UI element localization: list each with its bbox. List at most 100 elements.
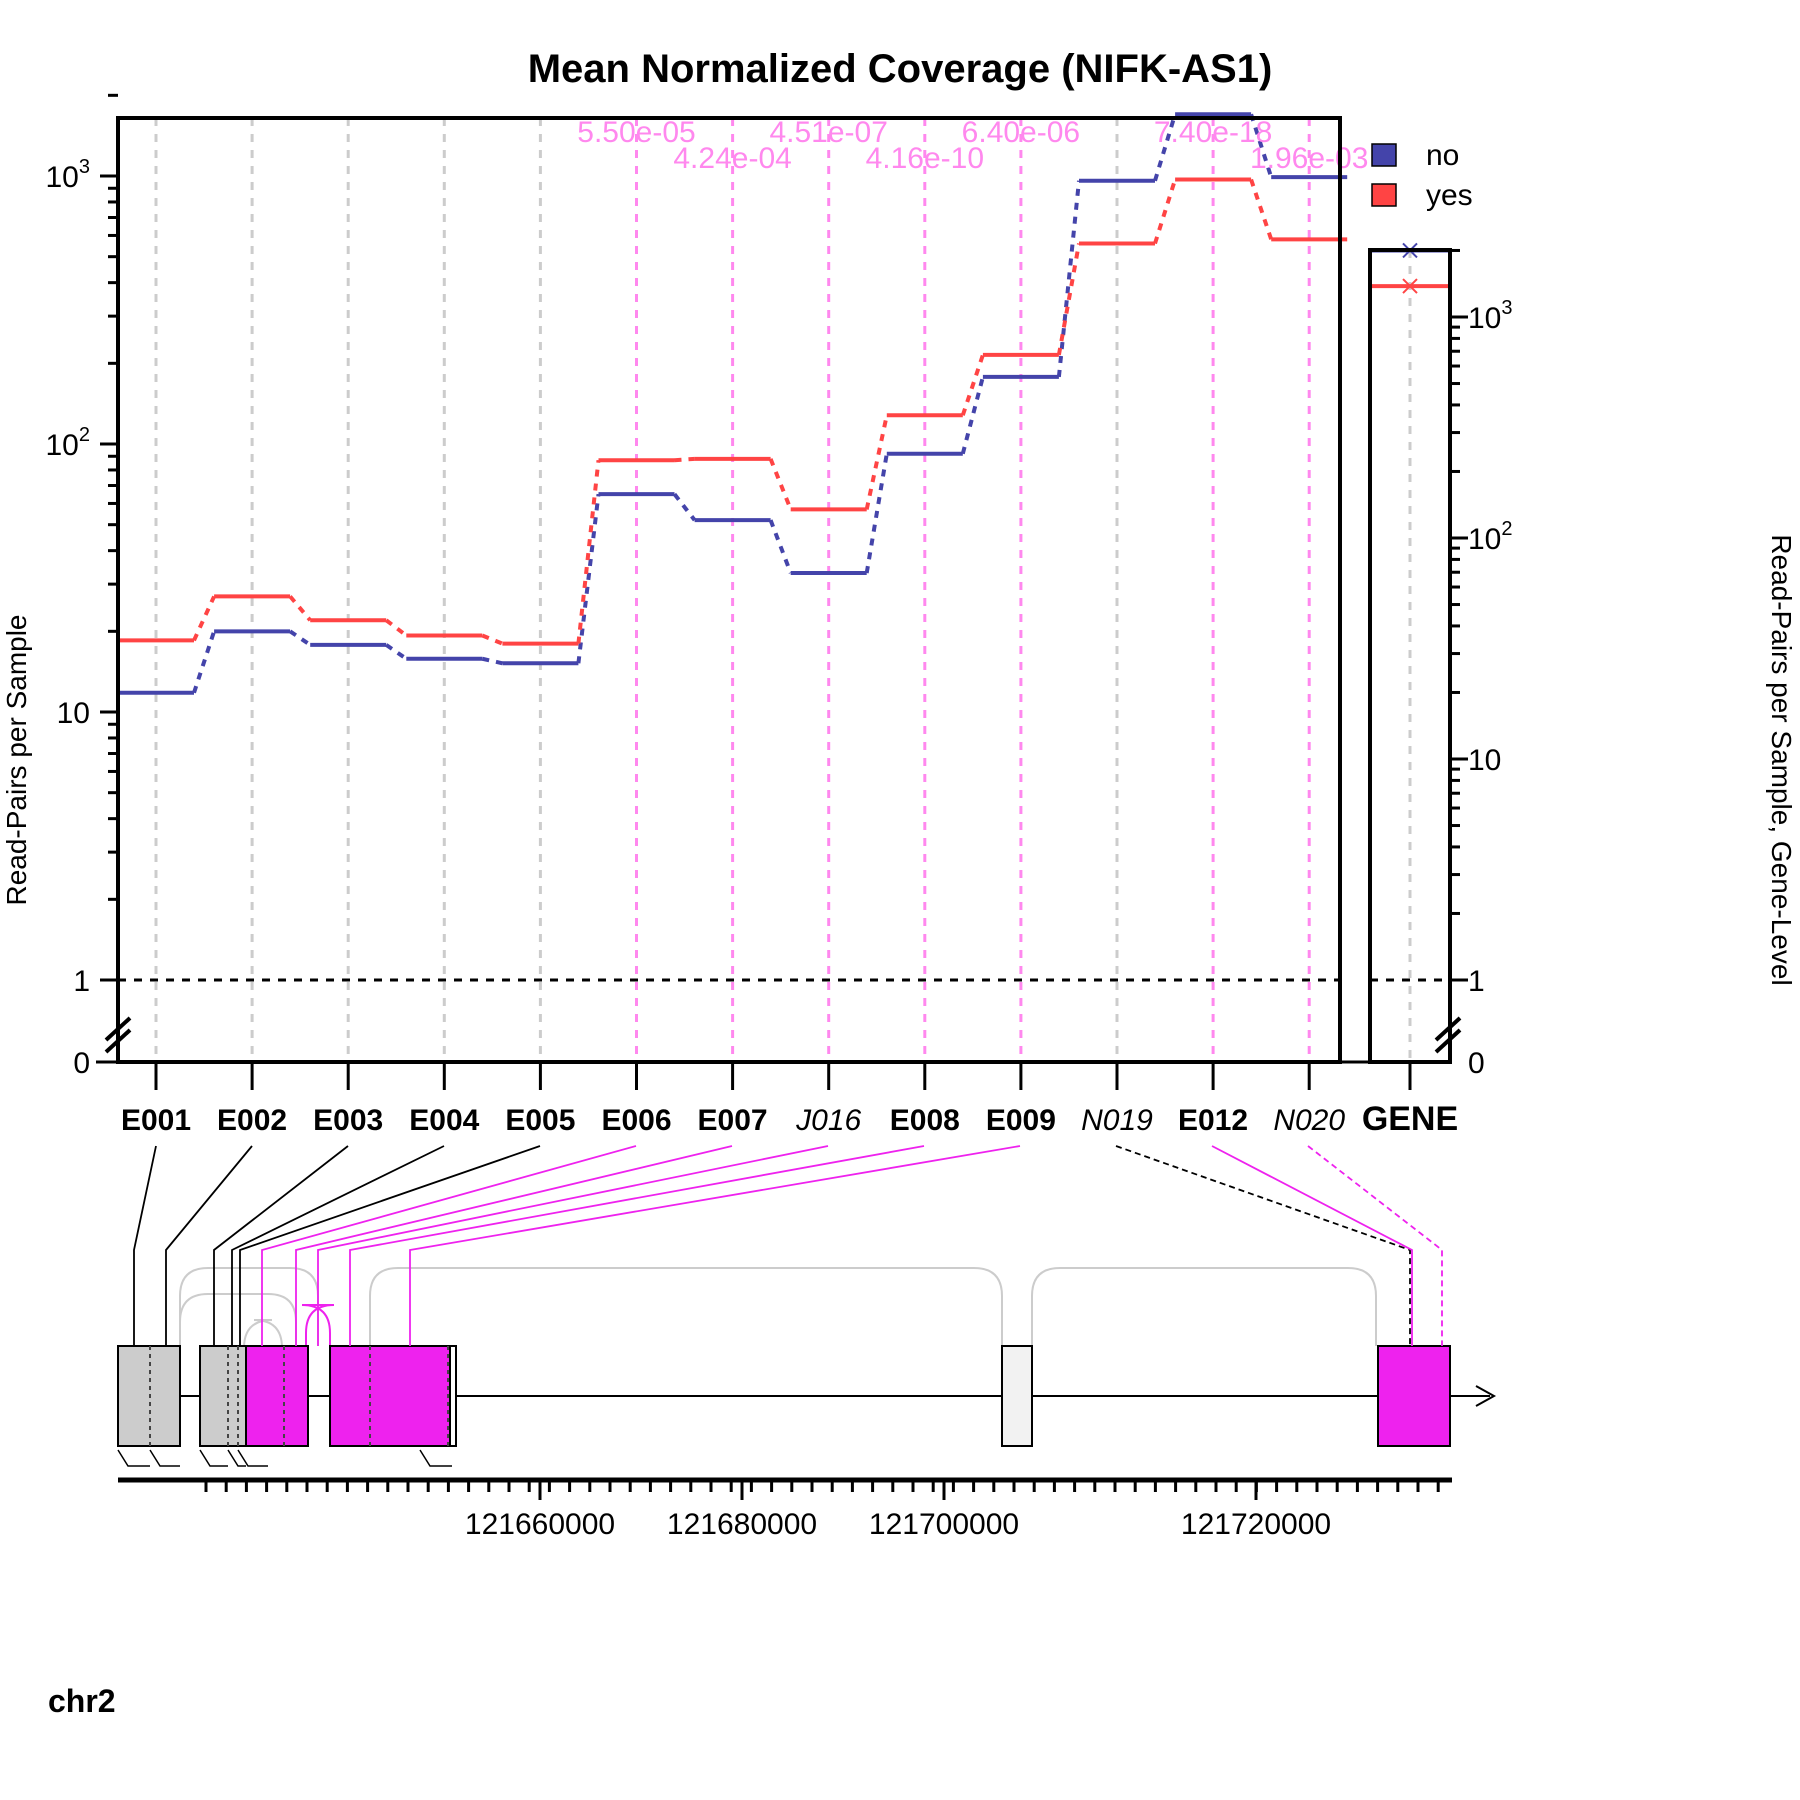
gene-y-tick-label-100: 102 (1468, 518, 1513, 556)
feature-connector-N019 (1115, 1145, 1411, 1346)
feature-connector-E008 (349, 1145, 925, 1346)
y-tick-label-10: 10 (57, 697, 90, 730)
connector-yes-E005 (576, 459, 601, 644)
exon-bracket (117, 1449, 150, 1467)
feature-label-E005: E005 (505, 1104, 575, 1137)
legend-swatch-no (1371, 143, 1397, 167)
connector-no-E009 (1056, 180, 1081, 378)
chrom-tick-label-121660000: 121660000 (465, 1508, 615, 1541)
connector-yes-E002 (288, 595, 312, 622)
pvalue-N020: 1.96e-03 (1250, 142, 1368, 175)
exon-bracket (227, 1449, 246, 1467)
feature-connector-E005 (239, 1145, 541, 1346)
connector-yes-E009 (1056, 243, 1081, 356)
feature-label-E008: E008 (890, 1104, 960, 1137)
y-axis-label-right: Read-Pairs per Sample, Gene-Level (1766, 534, 1797, 985)
gene-y-tick-label-10: 10 (1468, 744, 1501, 777)
axis-break-mark (104, 1028, 132, 1054)
feature-label-E003: E003 (313, 1104, 383, 1137)
feature-label-N020: N020 (1273, 1104, 1345, 1137)
connector-no-E005 (576, 493, 601, 664)
strand-arrow (1475, 1385, 1497, 1407)
connector-yes-J016 (864, 414, 889, 510)
connector-yes-E001 (192, 595, 216, 642)
connector-no-E007 (768, 519, 793, 574)
connector-no-E012 (1249, 113, 1274, 178)
main-plot-frame (116, 116, 1342, 1064)
gene-y-tick-label-1: 1 (1468, 965, 1485, 998)
connector-no-N019 (1153, 113, 1178, 182)
feature-connector-E004 (231, 1145, 445, 1346)
y-tick-label-1: 1 (73, 965, 90, 998)
pvalue-J016: 4.51e-07 (769, 116, 887, 149)
feature-label-E006: E006 (601, 1104, 671, 1137)
gene-model: 121660000 121680000 121700000 121720000 (117, 1145, 1497, 1541)
feature-connector-E002 (165, 1145, 253, 1346)
chrom-tick-label-121720000: 121720000 (1181, 1508, 1331, 1541)
junction-arc (1031, 1267, 1377, 1346)
connector-no-E006 (672, 492, 697, 522)
feature-label-E001: E001 (121, 1104, 191, 1137)
exon-bracket (149, 1449, 180, 1467)
connector-yes-E008 (960, 354, 985, 416)
junction-arc (179, 1293, 297, 1346)
connector-yes-E007 (768, 458, 793, 511)
gene-level-marker-yes (1402, 278, 1418, 294)
feature-label-J016: J016 (795, 1104, 861, 1137)
feature-connector-N020 (1307, 1145, 1443, 1346)
connector-no-E003 (385, 643, 408, 661)
connector-no-E001 (192, 630, 217, 694)
junction-arc (369, 1267, 1003, 1346)
feature-label-E007: E007 (698, 1104, 768, 1137)
exon-block-E006-E007 (245, 1345, 309, 1447)
feature-connector-E006 (261, 1145, 637, 1346)
feature-connector-J016 (317, 1145, 829, 1346)
exon-block-N019 (1001, 1345, 1033, 1447)
legend-label-yes: yes (1426, 179, 1473, 212)
connector-yes-E006 (674, 456, 695, 463)
y-tick-label-0: 0 (73, 1047, 90, 1080)
junction-arc (179, 1267, 319, 1346)
pvalue-E009: 6.40e-06 (962, 116, 1080, 149)
chrom-tick-label-121700000: 121700000 (869, 1508, 1019, 1541)
connector-no-E002 (288, 629, 312, 647)
pvalue-E007: 4.24e-04 (673, 142, 791, 175)
exon-block-E002-E005 (199, 1345, 247, 1447)
gene-axis-break-mark (1434, 1016, 1462, 1042)
axis-break-mark (104, 1016, 132, 1042)
y-tick-label-1000: 103 (46, 156, 91, 194)
pvalue-E006: 5.50e-05 (577, 116, 695, 149)
exon-bracket (199, 1449, 228, 1467)
feature-label-E009: E009 (986, 1104, 1056, 1137)
exon-bracket (419, 1449, 452, 1467)
plot-area: 5.50e-054.24e-044.51e-074.16e-106.40e-06… (46, 93, 1513, 1541)
connector-no-J016 (864, 453, 889, 574)
connector-yes-E003 (384, 618, 408, 638)
exon-block-tail (449, 1345, 457, 1447)
pvalue-E012: 7.40e-18 (1154, 116, 1272, 149)
exon-block-E008-E009 (329, 1345, 451, 1447)
pvalue-E008: 4.16e-10 (866, 142, 984, 175)
legend-label-no: no (1426, 139, 1459, 172)
feature-label-N019: N019 (1081, 1104, 1153, 1137)
chart-title: Mean Normalized Coverage (NIFK-AS1) (528, 47, 1273, 91)
junction-arc (243, 1319, 283, 1349)
exon-bracket (237, 1449, 268, 1467)
feature-connector-E003 (213, 1145, 349, 1346)
feature-connector-E012 (1211, 1145, 1413, 1346)
legend-swatch-yes (1371, 183, 1397, 207)
feature-label-E002: E002 (217, 1104, 287, 1137)
gene-y-tick-label-1000: 103 (1468, 297, 1513, 335)
connector-yes-N019 (1153, 178, 1178, 245)
feature-label-E012: E012 (1178, 1104, 1248, 1137)
connector-yes-E012 (1249, 178, 1274, 241)
gene-axis-break-mark (1434, 1028, 1462, 1054)
y-axis-label: Read-Pairs per Sample (1, 614, 32, 905)
connector-yes-E004 (481, 633, 504, 646)
feature-connector-E009 (409, 1145, 1021, 1346)
gene-label: GENE (1362, 1100, 1458, 1138)
feature-connector-E007 (295, 1145, 733, 1346)
y-tick-label-100: 102 (46, 424, 91, 462)
